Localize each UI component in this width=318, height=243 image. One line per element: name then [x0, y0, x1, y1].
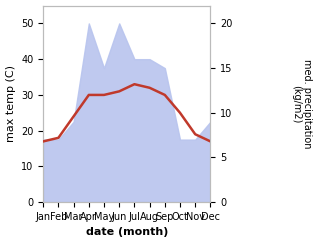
Y-axis label: max temp (C): max temp (C) [5, 65, 16, 142]
X-axis label: date (month): date (month) [86, 227, 168, 237]
Y-axis label: med. precipitation
(kg/m2): med. precipitation (kg/m2) [291, 59, 313, 149]
